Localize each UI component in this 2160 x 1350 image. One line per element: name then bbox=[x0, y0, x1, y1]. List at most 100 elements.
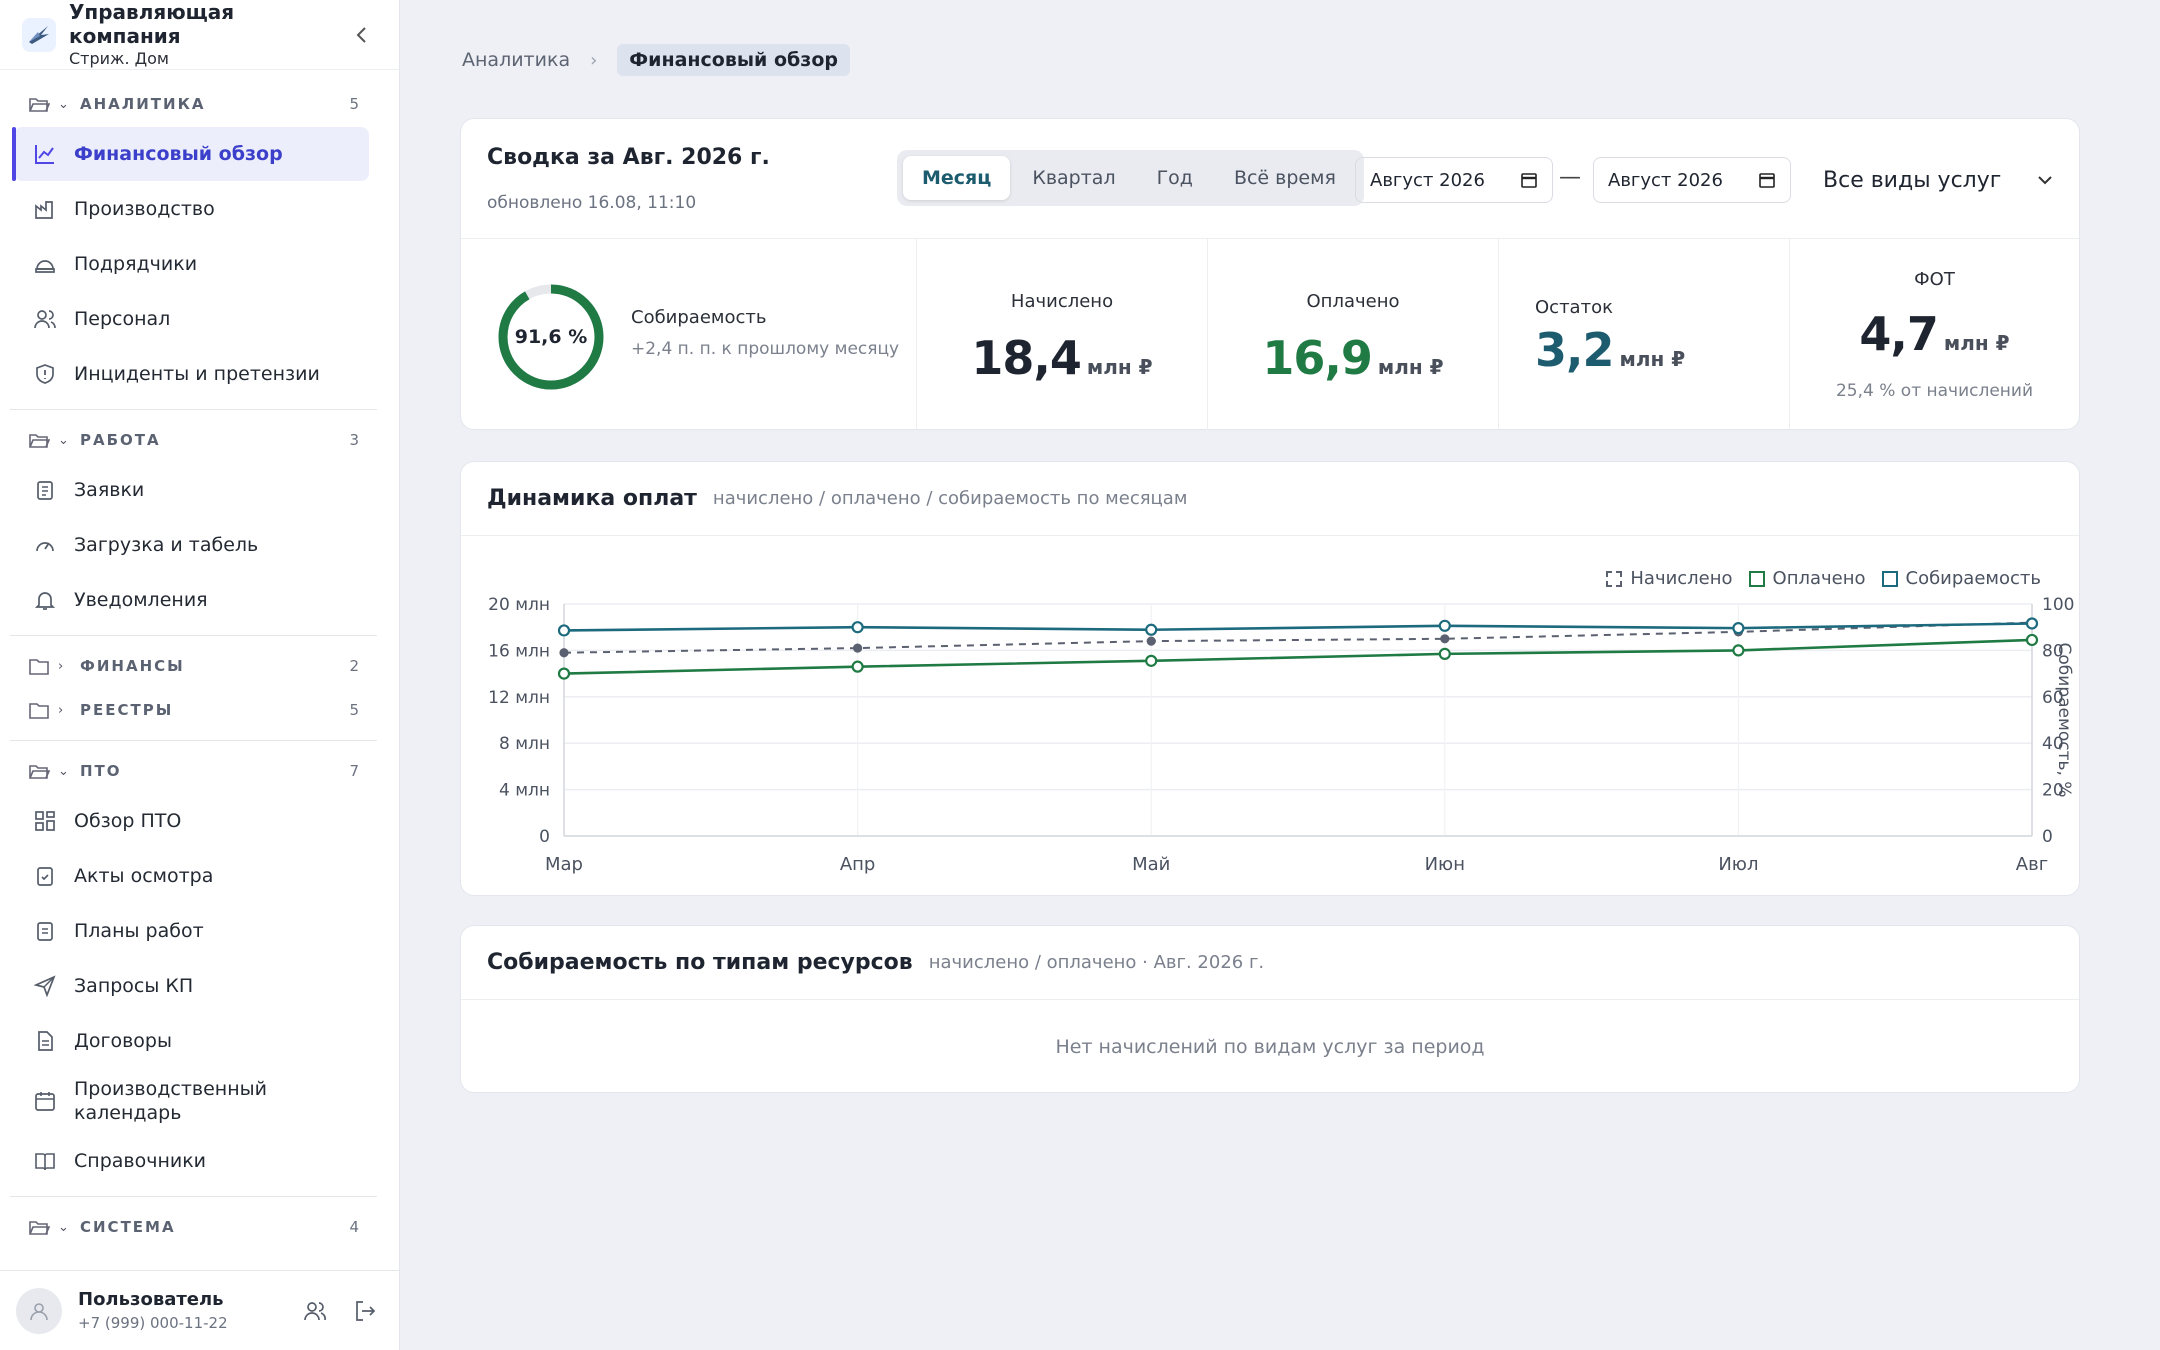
kpi-accrued: Начислено 18,4 млн ₽ bbox=[917, 239, 1208, 431]
date-range-dash: — bbox=[1559, 165, 1581, 190]
sidebar-item-production-calendar[interactable]: Производственный календарь bbox=[14, 1069, 369, 1133]
book-icon bbox=[32, 1148, 58, 1174]
section-pto[interactable]: ⌄ ПТО 7 bbox=[0, 749, 399, 793]
kpi-payroll-note: 25,4 % от начислений bbox=[1835, 381, 2034, 401]
legend-item-paid[interactable]: Оплачено bbox=[1748, 568, 1866, 589]
tab-quarter[interactable]: Квартал bbox=[1032, 167, 1116, 189]
sidebar-item-label: Акты осмотра bbox=[74, 865, 214, 887]
clipboard-icon bbox=[32, 477, 58, 503]
kpi-unit: млн ₽ bbox=[1086, 355, 1153, 379]
section-title: РАБОТА bbox=[80, 431, 161, 449]
divider bbox=[10, 1196, 377, 1197]
date-to-input[interactable]: Август 2026 bbox=[1593, 157, 1791, 203]
tab-month[interactable]: Месяц bbox=[903, 156, 1011, 200]
kpi-row: 91,6 % Собираемость +2,4 п. п. к прошлом… bbox=[461, 239, 2079, 431]
data-point bbox=[1438, 619, 1451, 632]
chart-card-subtitle: начислено / оплачено / собираемость по м… bbox=[712, 488, 1188, 509]
logout-button[interactable] bbox=[347, 1293, 383, 1329]
chevron-right-icon: › bbox=[58, 658, 64, 674]
sidebar-item-pto-overview[interactable]: Обзор ПТО bbox=[14, 794, 369, 848]
sidebar-item-contractors[interactable]: Подрядчики bbox=[14, 237, 369, 291]
collection-ring-arc bbox=[498, 284, 604, 390]
legend-label: Оплачено bbox=[1772, 568, 1866, 589]
chevron-down-icon bbox=[2038, 176, 2052, 185]
payments-chart-card: Динамика оплат начислено / оплачено / со… bbox=[460, 461, 2080, 896]
y-tick-left: 12 млн bbox=[488, 688, 550, 708]
sidebar-item-contracts[interactable]: Договоры bbox=[14, 1014, 369, 1068]
data-point bbox=[559, 648, 569, 658]
users-icon bbox=[32, 306, 58, 332]
service-type-select[interactable]: Все виды услуг bbox=[1823, 157, 2053, 203]
data-point bbox=[853, 643, 863, 653]
kpi-paid: Оплачено 16,9 млн ₽ bbox=[1208, 239, 1499, 431]
section-system[interactable]: ⌄ СИСТЕМА 4 bbox=[0, 1205, 399, 1249]
send-icon bbox=[32, 973, 58, 999]
kpi-payroll: ФОТ 4,7 млн ₽ 25,4 % от начислений bbox=[1790, 239, 2079, 431]
chevron-down-icon: ⌄ bbox=[58, 1219, 69, 1235]
section-title: ПТО bbox=[80, 762, 122, 780]
user-icon bbox=[30, 1302, 48, 1320]
section-finance[interactable]: › ФИНАНСЫ 2 bbox=[0, 644, 399, 688]
kpi-label: Остаток bbox=[1535, 297, 1613, 318]
payments-line-chart: 0 4 млн 8 млн 12 млн 16 млн 20 млн 0 20 40 60 80 10… bbox=[488, 595, 2074, 875]
sidebar-item-inspection-acts[interactable]: Акты осмотра bbox=[14, 849, 369, 903]
calendar-icon bbox=[1521, 173, 1537, 188]
legend-item-collection[interactable]: Собираемость bbox=[1881, 568, 2042, 589]
clipboard-list-icon bbox=[32, 918, 58, 944]
shield-alert-icon bbox=[32, 361, 58, 387]
breadcrumb-analytics-link[interactable]: Аналитика bbox=[462, 49, 571, 71]
data-point bbox=[557, 667, 571, 680]
data-point bbox=[1145, 654, 1158, 667]
chevron-right-icon: › bbox=[590, 49, 598, 71]
resources-card-subtitle: начислено / оплачено · Авг. 2026 г. bbox=[928, 952, 1265, 973]
resources-collection-card: Собираемость по типам ресурсов начислено… bbox=[460, 925, 2080, 1093]
users-icon bbox=[304, 1301, 326, 1320]
date-from-input[interactable]: Август 2026 bbox=[1355, 157, 1553, 203]
section-work[interactable]: ⌄ РАБОТА 3 bbox=[0, 418, 399, 462]
collapse-sidebar-button[interactable] bbox=[347, 20, 377, 50]
data-point bbox=[851, 621, 864, 634]
y-tick-right: 0 bbox=[2042, 827, 2053, 847]
kpi-payroll-value: 4,7 bbox=[1859, 307, 1938, 361]
service-filter-value: Все виды услуг bbox=[1823, 167, 2002, 193]
switch-user-button[interactable] bbox=[297, 1293, 333, 1329]
sidebar: Управляющая компания Стриж. Дом ⌄ АНАЛИТ… bbox=[0, 0, 400, 1350]
sidebar-item-quote-requests[interactable]: Запросы КП bbox=[14, 959, 369, 1013]
legend-swatch bbox=[1606, 570, 1623, 587]
chevron-down-icon: ⌄ bbox=[58, 432, 69, 448]
series-line bbox=[563, 622, 2033, 632]
section-registries[interactable]: › РЕЕСТРЫ 5 bbox=[0, 688, 399, 732]
sidebar-item-label: Заявки bbox=[74, 479, 145, 501]
kpi-collection: 91,6 % Собираемость +2,4 п. п. к прошлом… bbox=[461, 239, 917, 431]
tab-year[interactable]: Год bbox=[1156, 167, 1193, 189]
date-to-value: Август 2026 bbox=[1608, 169, 1723, 191]
collection-ring-chart bbox=[498, 284, 604, 390]
collection-delta: +2,4 п. п. к прошлому месяцу bbox=[631, 339, 900, 359]
data-point bbox=[1732, 622, 1745, 635]
sidebar-item-workload[interactable]: Загрузка и табель bbox=[14, 518, 369, 572]
summary-title: Сводка за Авг. 2026 г. bbox=[487, 145, 770, 170]
legend-swatch bbox=[1748, 570, 1765, 587]
legend-item-accrued[interactable]: Начислено bbox=[1606, 568, 1733, 589]
section-title: СИСТЕМА bbox=[80, 1218, 176, 1236]
tab-all-time[interactable]: Всё время bbox=[1233, 167, 1336, 189]
sidebar-item-references[interactable]: Справочники bbox=[14, 1134, 369, 1188]
sidebar-item-staff[interactable]: Персонал bbox=[14, 292, 369, 346]
section-analytics[interactable]: ⌄ АНАЛИТИКА 5 bbox=[0, 82, 399, 126]
data-point bbox=[1438, 647, 1451, 660]
x-tick-label: Мар bbox=[545, 854, 583, 875]
sidebar-item-label: Производство bbox=[74, 198, 215, 220]
folder-open-icon bbox=[29, 1221, 50, 1235]
company-subtitle: Стриж. Дом bbox=[69, 48, 169, 68]
sidebar-item-notifications[interactable]: Уведомления bbox=[14, 573, 369, 627]
section-count: 3 bbox=[349, 431, 359, 449]
y-tick-left: 4 млн bbox=[499, 781, 550, 801]
file-text-icon bbox=[32, 1028, 58, 1054]
sidebar-item-incidents[interactable]: Инциденты и претензии bbox=[14, 347, 369, 401]
avatar[interactable] bbox=[16, 1287, 62, 1334]
sidebar-item-financial-overview[interactable]: Финансовый обзор bbox=[12, 127, 369, 181]
legend-label: Собираемость bbox=[1905, 568, 2042, 589]
sidebar-item-requests[interactable]: Заявки bbox=[14, 463, 369, 517]
sidebar-item-production[interactable]: Производство bbox=[14, 182, 369, 236]
sidebar-item-work-plans[interactable]: Планы работ bbox=[14, 904, 369, 958]
